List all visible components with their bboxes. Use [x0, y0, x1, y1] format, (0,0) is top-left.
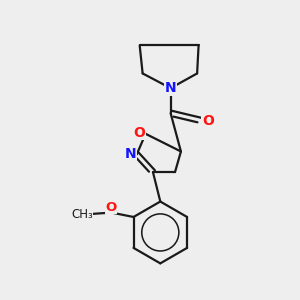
Text: O: O: [202, 114, 214, 128]
Text: N: N: [124, 147, 136, 161]
Text: O: O: [133, 126, 145, 140]
Text: CH₃: CH₃: [71, 208, 93, 220]
Text: O: O: [106, 201, 117, 214]
Text: N: N: [165, 81, 176, 95]
